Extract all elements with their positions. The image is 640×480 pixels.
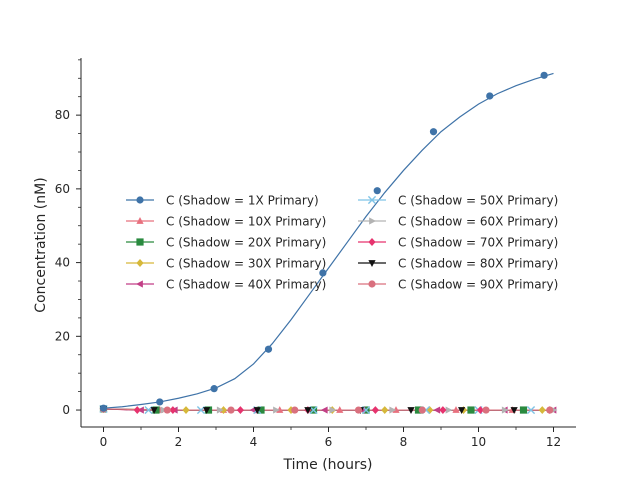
legend-label: C (Shadow = 50X Primary) [398, 194, 558, 208]
legend-item: C (Shadow = 50X Primary) [358, 194, 558, 208]
series-1-point [486, 92, 494, 100]
legend-swatch-marker [368, 260, 376, 267]
axes: 0 2 4 6 8 10 12 0 20 40 60 80 [55, 58, 576, 449]
legend-label: C (Shadow = 60X Primary) [398, 215, 558, 229]
series-2-point [452, 406, 460, 413]
series-5-point [433, 406, 441, 414]
series-1-line [103, 72, 554, 409]
legend-swatch-marker [368, 280, 376, 288]
series-1-point [429, 128, 438, 136]
series-7-point [445, 406, 453, 414]
series-8-point [476, 406, 484, 415]
legend-label: C (Shadow = 90X Primary) [398, 278, 558, 292]
series-4-point [182, 406, 190, 415]
legend-label: C (Shadow = 80X Primary) [398, 257, 558, 271]
series-10-point [418, 406, 426, 414]
legend-swatch-marker [368, 238, 376, 246]
legend-label: C (Shadow = 20X Primary) [166, 236, 326, 250]
series-2-point [276, 406, 284, 413]
series-9-point [407, 407, 415, 415]
y-tick-label: 0 [62, 403, 70, 417]
series-10-point [163, 406, 171, 414]
legend: C (Shadow = 1X Primary) C (Shadow = 10X P… [126, 194, 558, 292]
series-3-point [467, 406, 475, 414]
x-tick-label: 12 [546, 435, 561, 449]
series-9-point [510, 407, 518, 415]
y-tick-label: 80 [55, 108, 70, 122]
legend-swatch-marker [136, 280, 143, 288]
legend-item: C (Shadow = 80X Primary) [358, 257, 558, 271]
series-1-point [264, 345, 273, 353]
y-tick-label: 40 [55, 256, 70, 270]
series-10-point [546, 406, 554, 414]
legend-swatch-marker [136, 217, 144, 224]
legend-label: C (Shadow = 40X Primary) [166, 278, 326, 292]
series-10-point [291, 406, 299, 414]
x-tick-label: 10 [471, 435, 486, 449]
x-tick-label: 6 [325, 435, 333, 449]
legend-item: C (Shadow = 60X Primary) [358, 215, 558, 229]
series-3-point [519, 406, 528, 414]
series-2-point [336, 406, 344, 413]
legend-swatch-marker [136, 196, 144, 204]
plot-markers [99, 71, 558, 415]
series-1-point [319, 269, 327, 277]
series-9-point [203, 407, 211, 415]
series-10-point [354, 406, 363, 414]
legend-item: C (Shadow = 40X Primary) [126, 278, 326, 292]
series-1-point [540, 71, 548, 79]
legend-swatch-marker [367, 195, 377, 205]
y-tick-label: 60 [55, 182, 70, 196]
legend-swatch-marker [136, 259, 144, 267]
series-2-point [392, 406, 400, 413]
series-7-point [501, 406, 509, 414]
x-tick-label: 4 [250, 435, 258, 449]
legend-swatch-marker [136, 238, 144, 246]
legend-item: C (Shadow = 10X Primary) [126, 215, 326, 229]
legend-label: C (Shadow = 70X Primary) [398, 236, 558, 250]
legend-item: C (Shadow = 30X Primary) [126, 257, 326, 271]
legend-item: C (Shadow = 20X Primary) [126, 236, 326, 250]
series-4-point [538, 406, 546, 415]
x-tick-label: 0 [100, 435, 108, 449]
legend-item: C (Shadow = 1X Primary) [126, 194, 319, 208]
x-tick-label: 2 [175, 435, 183, 449]
series-1-point [99, 404, 108, 412]
y-tick-label: 20 [55, 329, 70, 343]
series-9-point [253, 407, 261, 415]
series-10-point [227, 406, 235, 414]
series-9-point [150, 407, 158, 415]
series-1-point [156, 398, 164, 406]
series-8-point [236, 406, 244, 415]
series-1-point [373, 187, 381, 195]
legend-label: C (Shadow = 10X Primary) [166, 215, 326, 229]
x-tick-label: 8 [400, 435, 408, 449]
legend-swatch-marker [369, 217, 376, 225]
legend-item: C (Shadow = 90X Primary) [358, 278, 558, 292]
series-4-point [381, 406, 389, 415]
legend-label: C (Shadow = 1X Primary) [166, 194, 319, 208]
series-9-point [458, 407, 466, 415]
series-6-point [526, 405, 536, 415]
series-8-point [169, 406, 177, 415]
series-7-point [273, 406, 280, 414]
series-5-point [320, 406, 328, 414]
legend-item: C (Shadow = 70X Primary) [358, 236, 558, 250]
series-8-point [133, 406, 141, 415]
series-1-point [210, 385, 218, 393]
series-7-point [329, 406, 337, 414]
series-8-point [371, 406, 379, 415]
series-7-point [389, 406, 397, 414]
series-3-point [257, 406, 265, 414]
series-7-point [216, 406, 224, 414]
series-3-point [414, 406, 423, 414]
series-10-point [482, 406, 490, 414]
y-axis-label: Concentration (nM) [33, 177, 49, 312]
x-axis-label: Time (hours) [283, 457, 373, 473]
legend-label: C (Shadow = 30X Primary) [166, 257, 326, 271]
series-9-point [304, 407, 312, 415]
series-8-point [439, 406, 447, 415]
